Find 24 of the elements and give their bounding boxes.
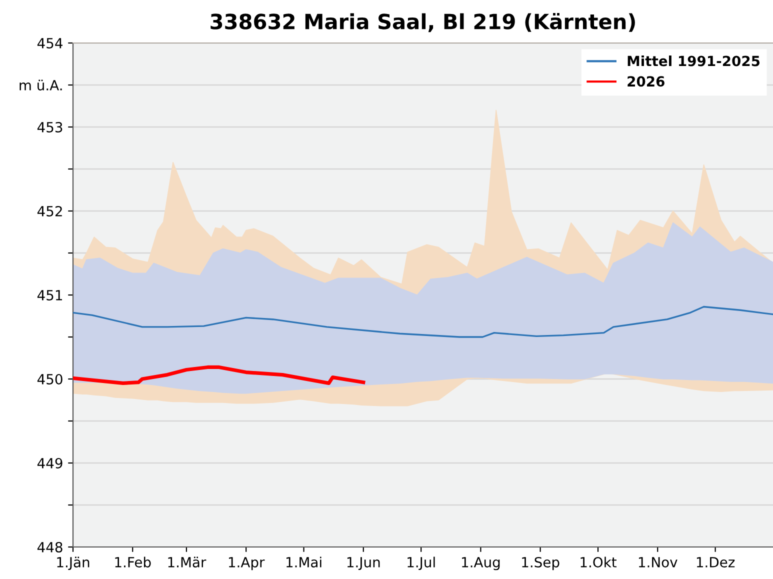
legend-label: 2026 xyxy=(628,76,664,87)
x-tick-label: 1.Dez xyxy=(696,557,735,568)
x-tick-label: 1.Okt xyxy=(580,556,617,568)
y-tick-label: 450 xyxy=(37,374,62,384)
line-series xyxy=(73,365,366,386)
chart-title: 338632 Maria Saal, Bl 219 (Kärnten) xyxy=(210,12,635,32)
x-tick-label: 1.Mär xyxy=(168,556,206,568)
x-tick-label: 1.Sep xyxy=(522,556,560,570)
x-tick-label: 1.Aug xyxy=(462,557,500,570)
y-tick-label: 454 xyxy=(37,38,62,48)
x-tick-label: 1.Jul xyxy=(408,556,435,570)
y-tick-label: 453 xyxy=(37,122,62,132)
y-tick-label: 448 xyxy=(37,542,62,552)
x-tick-label: 1.Jun xyxy=(347,557,380,570)
x-tick-label: 1.Jän xyxy=(57,556,90,570)
y-tick-label: 451 xyxy=(37,290,62,300)
x-tick-label: 1.Feb xyxy=(115,556,151,568)
y-tick-label: 449 xyxy=(37,458,62,468)
x-tick-label: 1.Mai xyxy=(286,556,322,568)
legend-label: Mittel 1991-2025 xyxy=(628,56,760,66)
y-tick-label: 452 xyxy=(37,206,62,216)
x-tick-label: 1.Apr xyxy=(228,557,265,570)
y-tick-label: m ü.A. xyxy=(20,80,62,90)
x-tick-label: 1.Nov xyxy=(638,557,678,568)
